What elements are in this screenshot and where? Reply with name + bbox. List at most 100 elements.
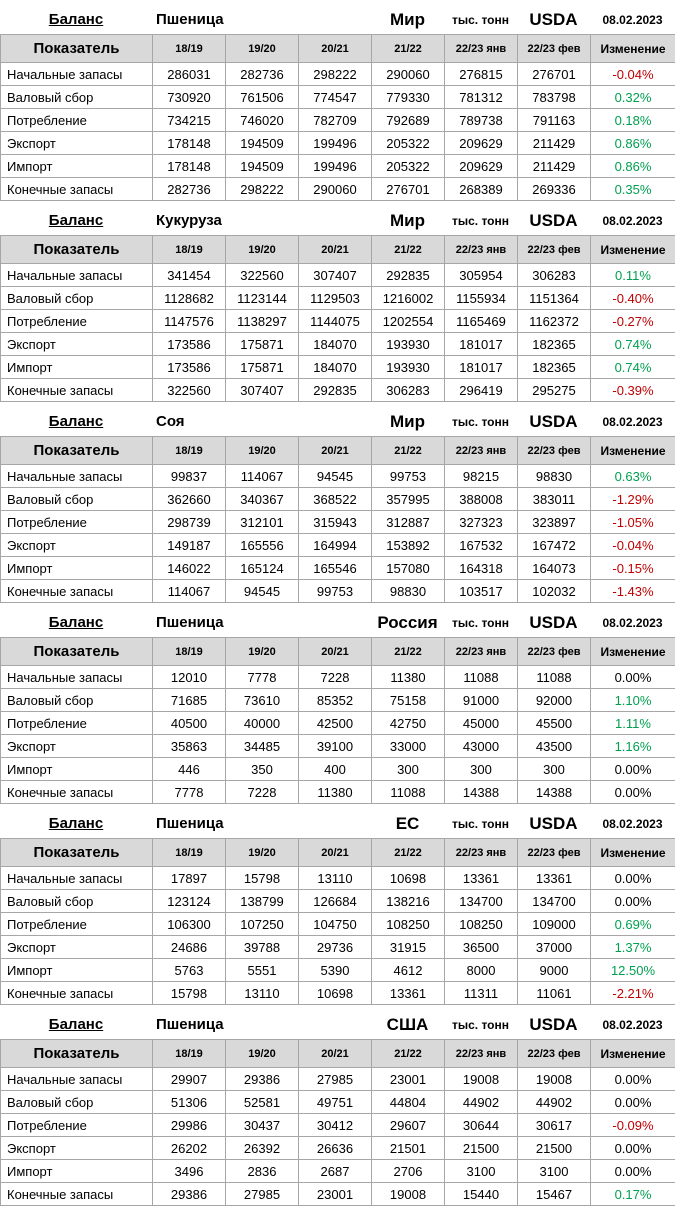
value-cell: 13361 xyxy=(372,982,445,1005)
change-cell: 0.00% xyxy=(591,867,675,890)
value-cell: 12010 xyxy=(153,666,226,689)
row-label: Валовый сбор xyxy=(1,890,153,913)
value-cell: 85352 xyxy=(299,689,372,712)
change-cell: 0.35% xyxy=(591,178,675,201)
value-cell: 1129503 xyxy=(299,287,372,310)
balance-label: Баланс xyxy=(0,11,152,28)
value-cell: 11380 xyxy=(372,666,445,689)
value-cell: 30437 xyxy=(226,1114,299,1137)
change-cell: 0.00% xyxy=(591,781,675,804)
value-cell: 39100 xyxy=(299,735,372,758)
season-header: 22/23 янв xyxy=(445,839,518,867)
value-cell: 209629 xyxy=(445,132,518,155)
value-cell: 123124 xyxy=(153,890,226,913)
value-cell: 153892 xyxy=(372,534,445,557)
value-cell: 298739 xyxy=(153,511,226,534)
value-cell: 29607 xyxy=(372,1114,445,1137)
change-cell: 0.17% xyxy=(591,1183,675,1206)
region-label: США xyxy=(371,1015,444,1035)
value-cell: 774547 xyxy=(299,86,372,109)
commodity-label: Пшеница xyxy=(152,11,371,28)
value-cell: 15798 xyxy=(226,867,299,890)
commodity-label: Пшеница xyxy=(152,815,371,832)
change-cell: -0.40% xyxy=(591,287,675,310)
value-cell: 35863 xyxy=(153,735,226,758)
report-date: 08.02.2023 xyxy=(590,817,675,831)
season-header: 18/19 xyxy=(153,1040,226,1068)
season-header: 18/19 xyxy=(153,437,226,465)
row-label: Импорт xyxy=(1,758,153,781)
season-header: 19/20 xyxy=(226,236,299,264)
row-label: Потребление xyxy=(1,712,153,735)
source-label: USDA xyxy=(517,613,590,633)
row-label: Потребление xyxy=(1,310,153,333)
value-cell: 173586 xyxy=(153,333,226,356)
value-cell: 307407 xyxy=(226,379,299,402)
change-cell: 0.63% xyxy=(591,465,675,488)
value-cell: 178148 xyxy=(153,132,226,155)
value-cell: 2687 xyxy=(299,1160,372,1183)
change-cell: 1.37% xyxy=(591,936,675,959)
value-cell: 761506 xyxy=(226,86,299,109)
value-cell: 182365 xyxy=(518,333,591,356)
value-cell: 194509 xyxy=(226,132,299,155)
value-cell: 388008 xyxy=(445,488,518,511)
value-cell: 282736 xyxy=(226,63,299,86)
season-header: 21/22 xyxy=(372,35,445,63)
units-label: тыс. тонн xyxy=(444,214,517,228)
value-cell: 199496 xyxy=(299,132,372,155)
change-cell: 0.00% xyxy=(591,1137,675,1160)
season-header: 21/22 xyxy=(372,236,445,264)
value-cell: 71685 xyxy=(153,689,226,712)
value-cell: 99753 xyxy=(299,580,372,603)
row-label: Начальные запасы xyxy=(1,63,153,86)
region-label: Мир xyxy=(371,211,444,231)
value-cell: 102032 xyxy=(518,580,591,603)
change-cell: 0.00% xyxy=(591,1068,675,1091)
row-label: Валовый сбор xyxy=(1,488,153,511)
indicator-header: Показатель xyxy=(1,35,153,63)
value-cell: 11311 xyxy=(445,982,518,1005)
change-cell: -0.27% xyxy=(591,310,675,333)
value-cell: 791163 xyxy=(518,109,591,132)
value-cell: 23001 xyxy=(372,1068,445,1091)
value-cell: 322560 xyxy=(153,379,226,402)
value-cell: 341454 xyxy=(153,264,226,287)
value-cell: 11088 xyxy=(518,666,591,689)
value-cell: 7228 xyxy=(299,666,372,689)
value-cell: 99837 xyxy=(153,465,226,488)
value-cell: 290060 xyxy=(372,63,445,86)
value-cell: 1147576 xyxy=(153,310,226,333)
change-cell: -0.09% xyxy=(591,1114,675,1137)
row-label: Начальные запасы xyxy=(1,867,153,890)
value-cell: 199496 xyxy=(299,155,372,178)
value-cell: 107250 xyxy=(226,913,299,936)
value-cell: 7778 xyxy=(226,666,299,689)
value-cell: 357995 xyxy=(372,488,445,511)
change-header: Изменение xyxy=(591,638,675,666)
value-cell: 17897 xyxy=(153,867,226,890)
value-cell: 36500 xyxy=(445,936,518,959)
value-cell: 269336 xyxy=(518,178,591,201)
value-cell: 98215 xyxy=(445,465,518,488)
value-cell: 350 xyxy=(226,758,299,781)
value-cell: 26392 xyxy=(226,1137,299,1160)
